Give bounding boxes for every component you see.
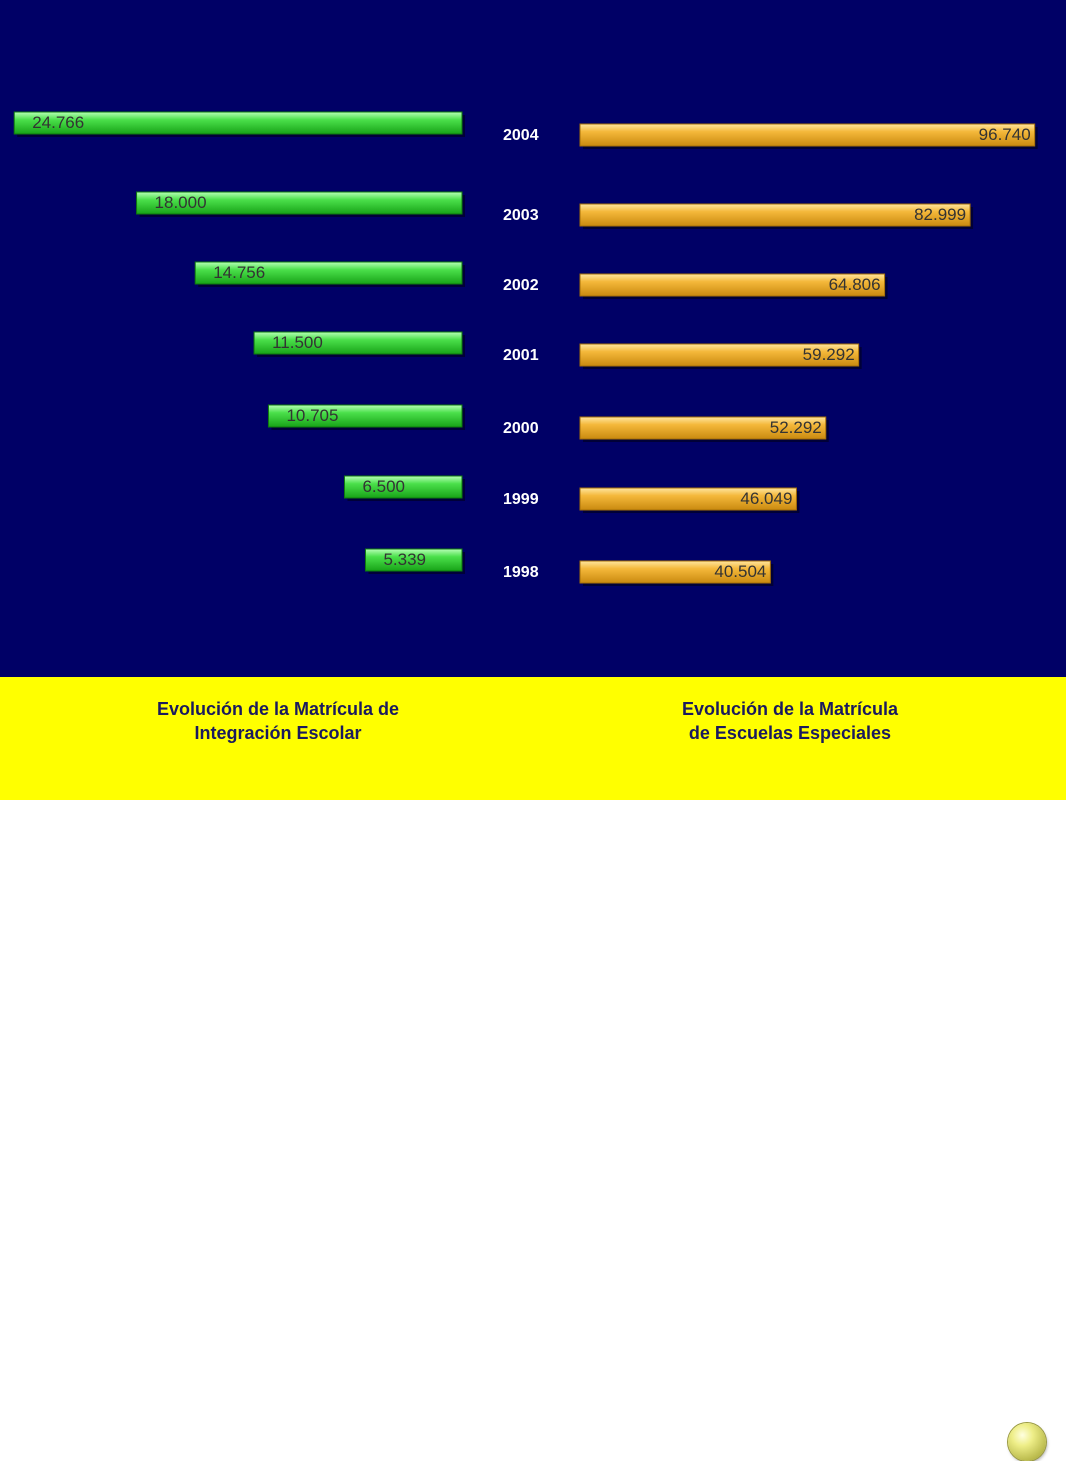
caption-especiales-line1: Evolución de la Matrícula — [681, 699, 899, 719]
data-label-integracion: 6.500 — [362, 477, 405, 496]
year-label: 1998 — [503, 564, 539, 581]
data-label-especiales: 96.740 — [979, 125, 1031, 144]
year-label: 2004 — [503, 127, 539, 144]
next-slide-button[interactable] — [1008, 1423, 1046, 1461]
data-label-especiales: 82.999 — [914, 205, 966, 224]
data-label-integracion: 11.500 — [272, 333, 323, 352]
year-label: 2000 — [503, 420, 539, 437]
bar-integracion — [136, 191, 463, 215]
data-label-especiales: 64.806 — [829, 275, 881, 294]
bar-integracion — [364, 548, 463, 572]
bar-integracion — [343, 475, 463, 499]
data-label-especiales: 52.292 — [770, 418, 822, 437]
bar-especiales — [579, 343, 860, 367]
bar-especiales — [579, 560, 771, 584]
bar-especiales — [579, 123, 1036, 147]
year-label: 2002 — [503, 277, 539, 294]
chart-svg: 24.766 2004 96.740 18.000 2003 82.999 14.756 20… — [0, 0, 1066, 677]
bar-integracion — [13, 111, 463, 135]
year-label: 2001 — [503, 347, 539, 364]
data-label-integracion: 10.705 — [286, 406, 338, 425]
caption-integracion-line1: Evolución de la Matrícula de — [156, 699, 400, 719]
caption-especiales-line2: de Escuelas Especiales — [688, 723, 892, 743]
bar-integracion — [267, 404, 463, 428]
data-label-integracion: 24.766 — [32, 113, 84, 132]
year-label: 1999 — [503, 491, 539, 508]
bar-especiales — [579, 273, 886, 297]
data-label-especiales: 40.504 — [714, 562, 766, 581]
caption-integracion: Evolución de la Matrícula de Integración… — [118, 697, 438, 745]
data-label-integracion: 14.756 — [213, 263, 265, 282]
bar-integracion — [194, 261, 463, 285]
bar-especiales — [579, 487, 797, 511]
data-label-especiales: 59.292 — [803, 345, 855, 364]
data-label-integracion: 5.339 — [383, 550, 426, 569]
bar-especiales — [579, 416, 827, 440]
bar-especiales — [579, 203, 971, 227]
data-label-especiales: 46.049 — [740, 489, 792, 508]
caption-especiales: Evolución de la Matrícula de Escuelas Es… — [630, 697, 950, 745]
data-label-integracion: 18.000 — [155, 193, 207, 212]
caption-integracion-line2: Integración Escolar — [194, 723, 362, 743]
chart-marks: 24.766 2004 96.740 18.000 2003 82.999 14.756 20… — [13, 111, 1038, 586]
year-label: 2003 — [503, 207, 539, 224]
bar-integracion — [253, 331, 463, 355]
caption-bar: Evolución de la Matrícula de Integración… — [0, 677, 1066, 1461]
chart-area: 24.766 2004 96.740 18.000 2003 82.999 14.756 20… — [0, 0, 1066, 677]
